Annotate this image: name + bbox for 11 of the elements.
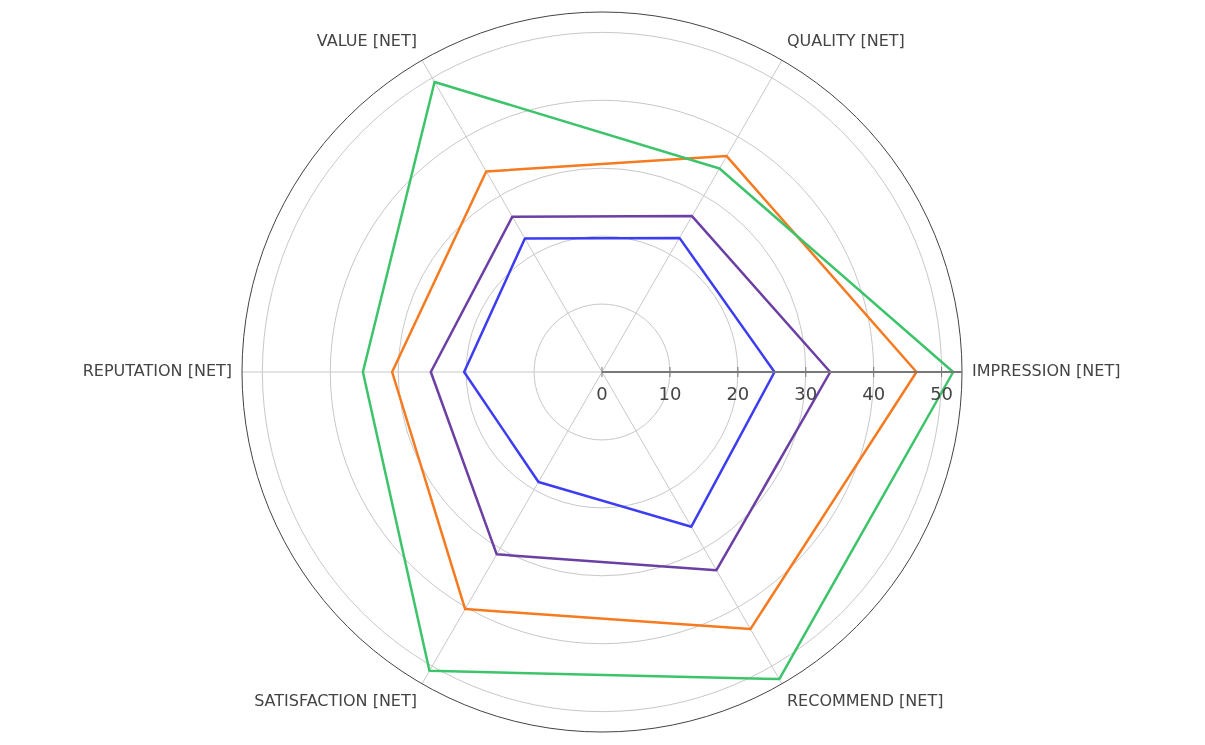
spoke-label: IMPRESSION [NET] [972, 361, 1121, 381]
y-tick-label: 40 [862, 382, 886, 404]
spoke-label: QUALITY [NET] [787, 31, 905, 51]
y-tick-label: 10 [658, 382, 682, 404]
spoke-label: REPUTATION [NET] [82, 361, 232, 381]
spoke-label: VALUE [NET] [316, 31, 417, 51]
y-tick-label: 20 [726, 382, 750, 404]
y-tick-label: 0 [596, 382, 608, 404]
spoke-label: SATISFACTION [NET] [254, 691, 417, 711]
spoke-label: RECOMMEND [NET] [787, 691, 944, 711]
y-tick-label: 30 [794, 382, 818, 404]
